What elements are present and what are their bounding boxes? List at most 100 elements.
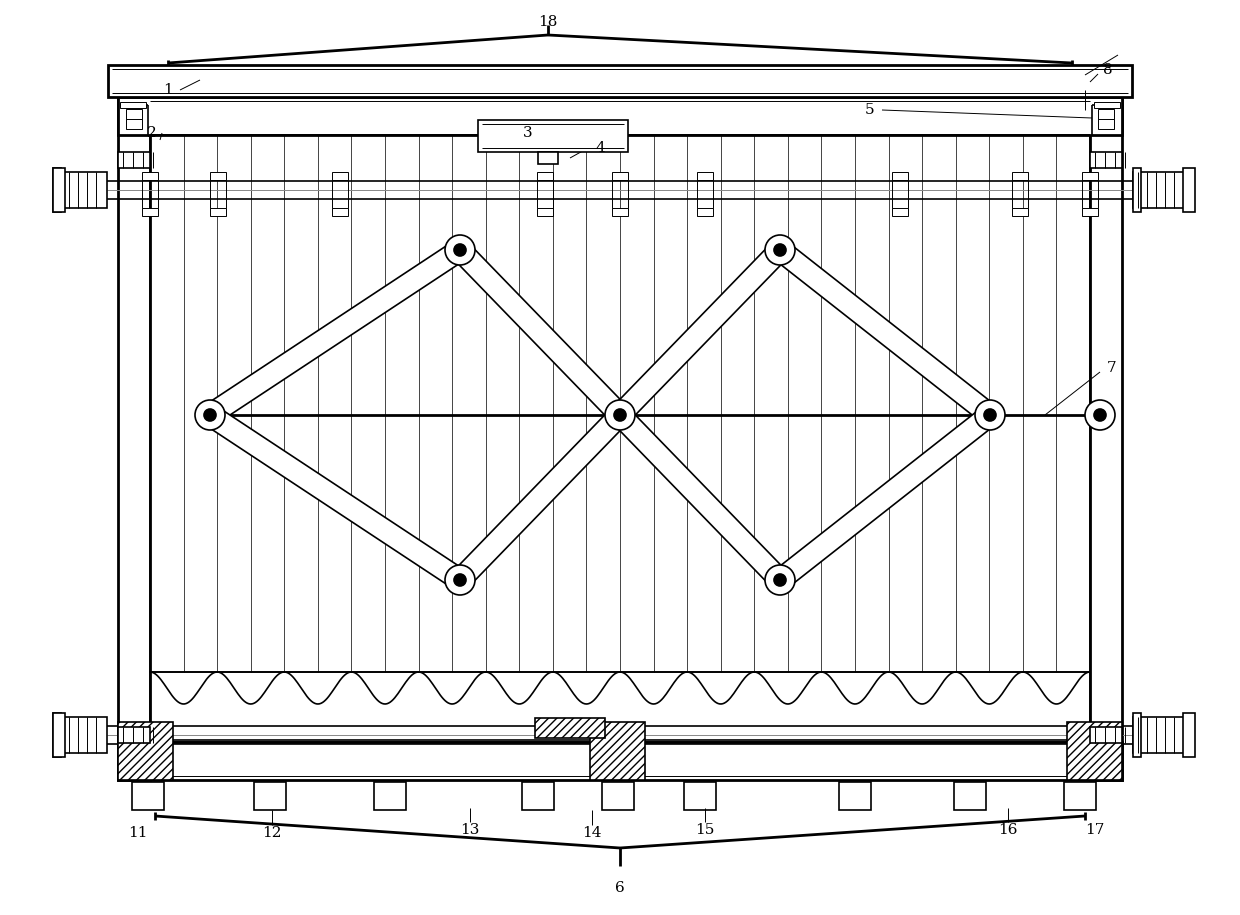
Bar bbox=[254, 782, 286, 810]
Bar bbox=[1097, 109, 1114, 119]
Bar bbox=[1066, 722, 1122, 780]
Bar bbox=[697, 172, 713, 180]
Bar bbox=[892, 172, 908, 180]
Bar bbox=[53, 168, 61, 212]
Circle shape bbox=[765, 235, 795, 265]
Text: 3: 3 bbox=[523, 126, 533, 140]
Bar bbox=[839, 782, 870, 810]
Circle shape bbox=[614, 409, 626, 421]
Text: 5: 5 bbox=[866, 103, 874, 117]
Bar bbox=[1183, 713, 1195, 757]
Bar bbox=[131, 782, 164, 810]
Bar bbox=[1183, 168, 1195, 212]
Polygon shape bbox=[774, 406, 997, 588]
Bar bbox=[126, 109, 143, 119]
Bar bbox=[684, 782, 715, 810]
Text: 7: 7 bbox=[1107, 361, 1117, 375]
Bar bbox=[332, 208, 348, 216]
Circle shape bbox=[205, 409, 216, 421]
Bar bbox=[613, 172, 627, 180]
Text: 18: 18 bbox=[538, 15, 558, 29]
Text: 13: 13 bbox=[460, 823, 480, 837]
Polygon shape bbox=[613, 407, 787, 587]
Bar bbox=[538, 152, 558, 164]
Bar bbox=[118, 722, 174, 780]
Bar bbox=[1133, 713, 1141, 757]
Polygon shape bbox=[453, 407, 627, 587]
Bar bbox=[118, 152, 150, 168]
Bar bbox=[954, 782, 986, 810]
Circle shape bbox=[454, 244, 466, 256]
Bar bbox=[120, 102, 146, 108]
Bar bbox=[108, 65, 1132, 97]
Polygon shape bbox=[203, 406, 466, 589]
Bar bbox=[1083, 172, 1097, 180]
Circle shape bbox=[195, 400, 224, 430]
Text: 2: 2 bbox=[148, 126, 157, 140]
Bar bbox=[374, 782, 405, 810]
Circle shape bbox=[445, 235, 475, 265]
Circle shape bbox=[445, 565, 475, 595]
Circle shape bbox=[605, 400, 635, 430]
Bar bbox=[601, 782, 634, 810]
Text: 8: 8 bbox=[1104, 63, 1112, 77]
Bar bbox=[537, 172, 553, 180]
Bar bbox=[534, 718, 605, 738]
Bar bbox=[1094, 102, 1120, 108]
Bar bbox=[126, 119, 143, 129]
Circle shape bbox=[454, 574, 466, 586]
Text: 6: 6 bbox=[615, 881, 625, 895]
Text: 4: 4 bbox=[595, 141, 605, 155]
Bar bbox=[53, 168, 64, 212]
Text: 12: 12 bbox=[262, 826, 281, 840]
Bar bbox=[537, 208, 553, 216]
Bar bbox=[1012, 208, 1028, 216]
Bar bbox=[210, 172, 226, 180]
Polygon shape bbox=[203, 241, 466, 425]
Text: 17: 17 bbox=[1085, 823, 1105, 837]
Text: 1: 1 bbox=[164, 83, 172, 97]
Bar bbox=[1012, 172, 1028, 180]
Bar bbox=[118, 727, 150, 743]
Bar bbox=[55, 172, 107, 208]
Bar bbox=[892, 208, 908, 216]
Text: 14: 14 bbox=[583, 826, 601, 840]
Polygon shape bbox=[613, 242, 787, 423]
Circle shape bbox=[1085, 400, 1115, 430]
Bar bbox=[118, 97, 1122, 135]
Bar bbox=[118, 742, 1122, 780]
Bar bbox=[613, 208, 627, 216]
Text: 15: 15 bbox=[696, 823, 714, 837]
Bar bbox=[210, 208, 226, 216]
Circle shape bbox=[765, 565, 795, 595]
Circle shape bbox=[975, 400, 1004, 430]
Circle shape bbox=[985, 409, 996, 421]
Text: 16: 16 bbox=[998, 823, 1018, 837]
Bar bbox=[1133, 717, 1185, 753]
Bar bbox=[1097, 119, 1114, 129]
Bar bbox=[1090, 152, 1122, 168]
Bar bbox=[53, 713, 61, 757]
Bar bbox=[1083, 208, 1097, 216]
Bar bbox=[1090, 727, 1122, 743]
Circle shape bbox=[1094, 409, 1106, 421]
Bar bbox=[53, 713, 64, 757]
Bar bbox=[522, 782, 554, 810]
Polygon shape bbox=[453, 242, 627, 423]
Bar bbox=[1064, 782, 1096, 810]
Bar bbox=[55, 717, 107, 753]
Bar bbox=[1133, 168, 1141, 212]
Bar bbox=[332, 172, 348, 180]
Bar bbox=[1133, 172, 1185, 208]
Bar bbox=[697, 208, 713, 216]
Polygon shape bbox=[774, 242, 997, 424]
Circle shape bbox=[774, 574, 786, 586]
Text: 11: 11 bbox=[128, 826, 148, 840]
Circle shape bbox=[774, 244, 786, 256]
Bar bbox=[1090, 97, 1122, 780]
Bar bbox=[143, 172, 157, 180]
Bar bbox=[590, 722, 645, 780]
Bar bbox=[477, 120, 627, 152]
Bar bbox=[143, 208, 157, 216]
Bar bbox=[118, 97, 150, 780]
